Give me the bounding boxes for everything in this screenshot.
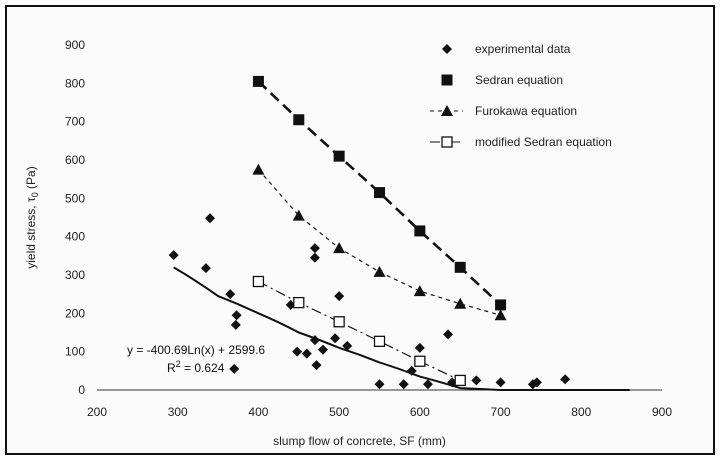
y-tick-label: 800 xyxy=(65,76,85,90)
furokawa-equation-point xyxy=(373,265,386,277)
experimental-data-point xyxy=(231,310,242,321)
experimental-data-point xyxy=(309,243,320,254)
sedran-equation-point xyxy=(495,299,507,311)
sedran-equation-point xyxy=(293,114,305,126)
x-axis-title: slump flow of concrete, SF (mm) xyxy=(273,434,446,448)
experimental-data-point xyxy=(301,348,312,359)
y-tick-label: 0 xyxy=(78,383,85,397)
experimental-data-point xyxy=(205,213,215,224)
furokawa-equation-point xyxy=(413,285,426,297)
experimental-data-point xyxy=(414,342,425,353)
y-axis-title-main: yield stress, τ xyxy=(24,197,38,269)
sedran-equation-point xyxy=(374,187,385,199)
chart: 200 300 400 500 600 700 800 900 0 100 200 300 400 50… xyxy=(24,38,672,448)
series-marks xyxy=(168,75,571,390)
experimental-data-point xyxy=(168,250,179,261)
modified-sedran-equation-line xyxy=(258,280,461,381)
furokawa-equation-point xyxy=(252,163,265,175)
y-axis-title: yield stress, τ0 (Pa) xyxy=(24,166,40,268)
y-tick-label: 200 xyxy=(65,306,85,320)
y-axis-title-subscript: 0 xyxy=(30,192,40,197)
x-tick-label: 300 xyxy=(168,405,188,419)
y-tick-label: 700 xyxy=(65,115,85,129)
experimental-data-point xyxy=(229,363,240,374)
legend-marker-sedran-equation xyxy=(441,74,453,86)
modified-sedran-equation-point xyxy=(333,316,345,328)
experimental-data-point xyxy=(318,344,328,355)
experimental-data-point xyxy=(200,263,211,274)
experimental-data-point xyxy=(342,340,353,351)
fit-annotation: y = -400.69Ln(x) + 2599.6 R2 = 0.624 xyxy=(127,343,265,375)
legend-label-modified-sedran-equation: modified Sedran equation xyxy=(475,135,612,149)
sedran-equation-point xyxy=(333,150,345,162)
experimental-data-point xyxy=(309,252,320,263)
legend: experimental data Sedran equation Furokawa… xyxy=(430,42,612,149)
legend-label-sedran-equation: Sedran equation xyxy=(475,73,563,87)
r-squared-value: = 0.624 xyxy=(181,361,225,375)
modified-sedran-equation-point xyxy=(414,355,426,367)
y-axis-title-unit: (Pa) xyxy=(24,166,38,192)
legend-marker-furokawa-equation xyxy=(441,105,453,116)
y-tick-label: 900 xyxy=(65,38,85,52)
furokawa-equation-point xyxy=(292,209,305,221)
x-tick-label: 700 xyxy=(491,405,511,419)
furokawa-equation-point xyxy=(333,242,346,254)
experimental-data-point xyxy=(495,377,506,388)
experimental-data-point xyxy=(398,379,409,390)
y-tick-label: 100 xyxy=(65,345,85,359)
experimental-data-point xyxy=(311,360,322,371)
sedran-equation-point xyxy=(454,261,466,273)
x-ticks: 200 300 400 500 600 700 800 900 xyxy=(87,405,672,419)
modified-sedran-equation-point xyxy=(454,374,466,387)
experimental-data-point xyxy=(225,289,236,300)
experimental-data-point xyxy=(292,346,303,357)
experimental-data-point xyxy=(406,365,417,376)
legend-item-furokawa-equation: Furokawa equation xyxy=(430,104,577,118)
y-tick-label: 300 xyxy=(65,268,85,282)
legend-marker-modified-sedran-equation xyxy=(441,136,453,148)
sedran-equation-point xyxy=(414,225,426,237)
experimental-data-point xyxy=(334,291,345,302)
fit-line xyxy=(173,266,630,392)
legend-label-furokawa-equation: Furokawa equation xyxy=(475,104,577,118)
y-tick-label: 600 xyxy=(65,153,85,167)
legend-item-experimental-data: experimental data xyxy=(442,42,571,56)
modified-sedran-equation-point xyxy=(293,296,305,309)
experimental-data-point xyxy=(531,377,542,388)
x-tick-label: 500 xyxy=(329,405,349,419)
modified-sedran-equation-point xyxy=(252,275,265,288)
x-tick-label: 200 xyxy=(87,405,107,419)
fit-r-squared: R2 = 0.624 xyxy=(167,359,225,375)
x-tick-label: 400 xyxy=(248,405,268,419)
experimental-data-point xyxy=(374,379,385,390)
y-tick-label: 500 xyxy=(65,191,85,205)
r-squared-exponent: 2 xyxy=(176,359,181,369)
experimental-data-point xyxy=(560,374,571,385)
x-tick-label: 900 xyxy=(652,405,672,419)
experimental-data-point xyxy=(471,375,482,386)
r-squared-label: R xyxy=(167,361,176,375)
sedran-equation-point xyxy=(252,75,264,87)
y-tick-label: 400 xyxy=(65,230,85,244)
legend-label-experimental-data: experimental data xyxy=(475,42,571,56)
legend-item-sedran-equation: Sedran equation xyxy=(441,73,563,87)
axes: 200 300 400 500 600 700 800 900 0 100 200 300 400 50… xyxy=(24,38,672,448)
experimental-data-point xyxy=(230,319,241,330)
experimental-data-point xyxy=(309,335,320,346)
legend-item-modified-sedran-equation: modified Sedran equation xyxy=(430,135,612,149)
furokawa-equation-point xyxy=(454,297,467,309)
experimental-data-point xyxy=(443,329,454,340)
x-tick-label: 800 xyxy=(571,405,591,419)
experimental-data-point xyxy=(330,333,341,344)
y-ticks: 0 100 200 300 400 500 600 700 800 900 xyxy=(65,38,85,397)
furokawa-equation-point xyxy=(494,309,507,321)
x-tick-label: 600 xyxy=(410,405,430,419)
chart-frame: 200 300 400 500 600 700 800 900 0 100 200 300 400 50… xyxy=(5,5,715,455)
fit-equation: y = -400.69Ln(x) + 2599.6 xyxy=(127,343,265,357)
legend-marker-experimental-data xyxy=(442,44,452,54)
modified-sedran-equation-point xyxy=(373,335,386,347)
experimental-data-point xyxy=(422,379,433,390)
